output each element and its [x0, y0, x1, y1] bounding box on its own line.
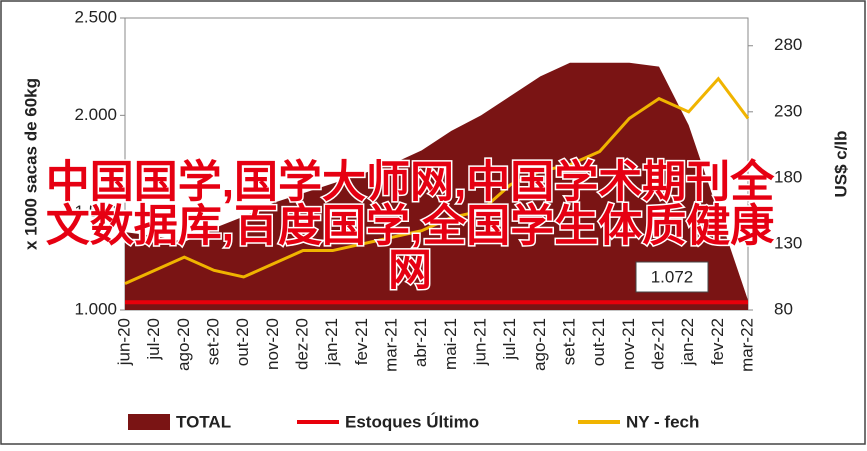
- x-tick-label: out-20: [233, 318, 252, 366]
- y2-axis-title: US$ c/lb: [831, 130, 850, 197]
- y2-tick-label: 130: [774, 233, 802, 252]
- y-tick-label: 2.000: [74, 105, 117, 124]
- x-tick-label: fev-22: [708, 318, 727, 365]
- x-tick-label: jul-20: [144, 318, 163, 361]
- x-tick-label: ago-21: [530, 318, 549, 371]
- watermark: 网: [388, 246, 432, 295]
- x-tick-label: set-21: [559, 318, 578, 365]
- y-axis-title: x 1000 sacas de 60kg: [21, 78, 40, 250]
- y2-tick-label: 280: [774, 35, 802, 54]
- area: [125, 62, 748, 311]
- watermark: 文数据库,百度国学,全国学生体质健康: [46, 201, 774, 251]
- x-tick-label: set-20: [203, 318, 222, 365]
- x-tick-label: mai-21: [441, 318, 460, 370]
- x-tick-label: jun-21: [470, 318, 489, 366]
- x-tick-label: fev-21: [352, 318, 371, 365]
- y-tick-label: 2.500: [74, 7, 117, 26]
- legend-label: TOTAL: [176, 412, 231, 431]
- legend-label: NY - fech: [626, 412, 699, 431]
- x-tick-label: nov-21: [619, 318, 638, 370]
- y2-tick-label: 80: [774, 299, 793, 318]
- legend-swatch: [128, 414, 170, 430]
- legend-label: Estoques Último: [345, 412, 479, 431]
- y2-tick-label: 230: [774, 101, 802, 120]
- x-tick-label: jun-20: [114, 318, 133, 366]
- y-tick-label: 1.500: [74, 202, 117, 221]
- line: [124, 76, 750, 285]
- y2-tick-label: 180: [774, 167, 802, 186]
- x-tick-label: mar-22: [737, 318, 756, 372]
- x-tick-label: jan-21: [322, 318, 341, 366]
- annotation: 1.072: [651, 267, 694, 286]
- watermark: 中国国学,国学大师网,中国学术期刊全: [46, 157, 775, 207]
- x-tick-label: dez-20: [292, 318, 311, 370]
- y-tick-label: 1.000: [74, 299, 117, 318]
- x-tick-label: nov-20: [263, 318, 282, 370]
- x-tick-label: jan-22: [678, 318, 697, 366]
- x-tick-label: jul-21: [500, 318, 519, 361]
- x-tick-label: dez-21: [648, 318, 667, 370]
- x-tick-label: ago-20: [174, 318, 193, 371]
- x-tick-label: mar-21: [381, 318, 400, 372]
- x-tick-label: out-21: [589, 318, 608, 366]
- annotation-box: [635, 261, 709, 293]
- x-tick-label: abr-21: [411, 318, 430, 367]
